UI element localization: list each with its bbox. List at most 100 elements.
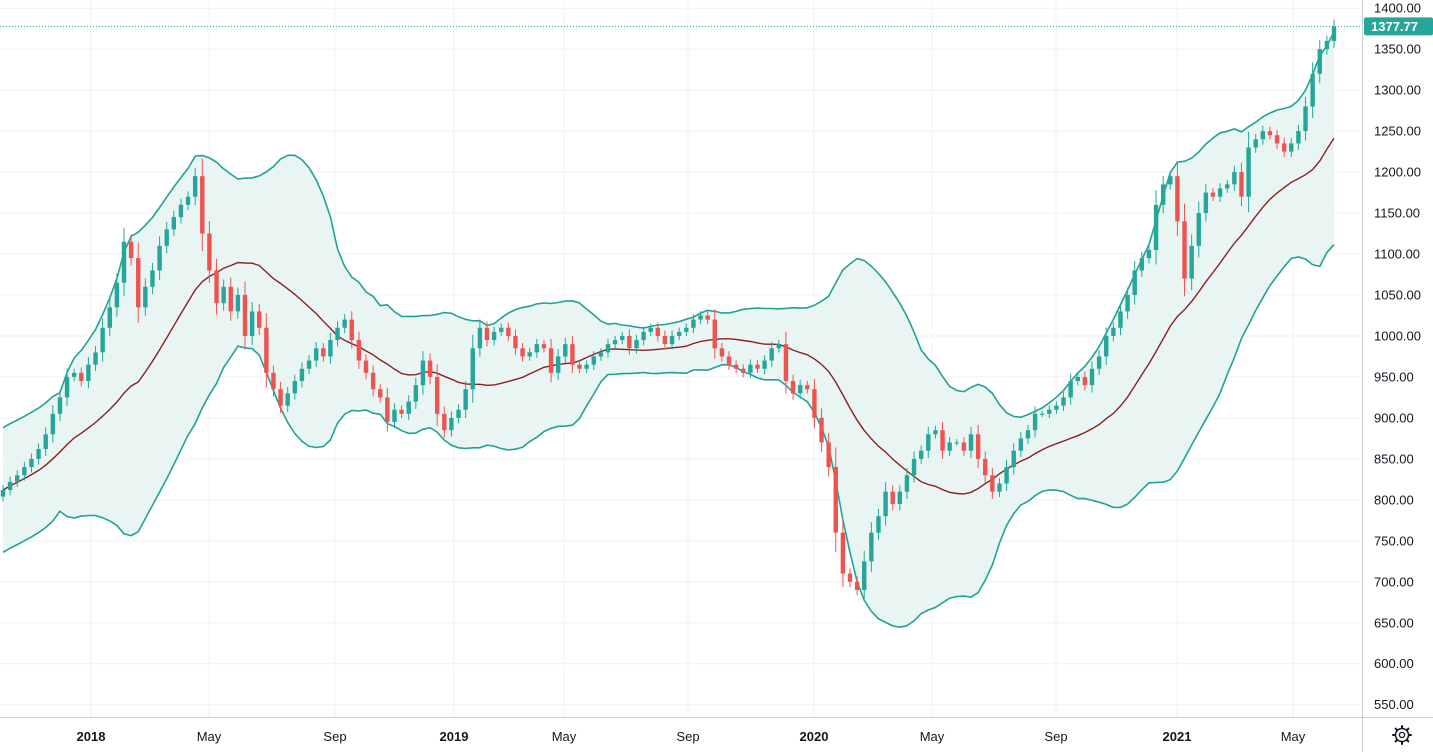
candle xyxy=(1296,124,1301,150)
candle xyxy=(1104,327,1109,365)
candle xyxy=(292,374,298,400)
time-tick-label: May xyxy=(1281,729,1306,744)
candle xyxy=(990,467,995,500)
candle-body xyxy=(805,385,810,390)
candle xyxy=(36,443,41,465)
candle-body xyxy=(242,294,248,336)
candle-body xyxy=(221,286,226,304)
candle-body xyxy=(15,475,20,482)
candle-body xyxy=(1139,258,1145,271)
candle xyxy=(235,287,241,319)
candle xyxy=(1267,126,1273,140)
candle xyxy=(926,426,931,459)
candle-body xyxy=(1210,192,1216,197)
candle-body xyxy=(726,356,732,365)
candle xyxy=(840,519,846,588)
candle xyxy=(1125,287,1130,319)
candle-body xyxy=(1203,192,1209,214)
candle xyxy=(591,351,596,370)
candle-body xyxy=(776,344,782,349)
candle xyxy=(783,331,789,394)
candle xyxy=(527,348,532,361)
candle xyxy=(1047,405,1052,419)
candle-body xyxy=(1004,467,1009,484)
candle xyxy=(107,298,112,337)
candle-body xyxy=(1260,131,1266,140)
price-tick-label: 700.00 xyxy=(1374,574,1414,589)
candle xyxy=(178,198,184,224)
candle-body xyxy=(591,356,596,365)
candle-body xyxy=(641,331,646,341)
last-price-marker: 1377.77 xyxy=(1364,17,1433,36)
candle-body xyxy=(1296,131,1301,144)
candle xyxy=(1011,443,1016,475)
candle xyxy=(968,426,974,459)
candle xyxy=(200,158,205,252)
candle-body xyxy=(513,335,518,349)
candle-body xyxy=(363,360,369,373)
candle-body xyxy=(741,368,746,373)
candle xyxy=(733,360,739,374)
candle-body xyxy=(1025,430,1031,439)
candle xyxy=(22,461,27,481)
time-tick-label: 2021 xyxy=(1163,729,1192,744)
candle-body xyxy=(847,573,853,582)
candle-body xyxy=(499,327,504,332)
candle xyxy=(378,383,383,403)
candle-body xyxy=(335,327,340,341)
candle xyxy=(356,331,362,369)
settings-gear-icon[interactable] xyxy=(1392,725,1412,745)
bollinger-upper-band xyxy=(2,31,1335,429)
candle-body xyxy=(1047,409,1052,414)
candle-body xyxy=(854,581,860,590)
candle xyxy=(918,445,924,465)
candle-body xyxy=(136,258,141,308)
candle xyxy=(335,321,340,347)
candle-body xyxy=(1160,184,1166,205)
candle-body xyxy=(883,491,888,517)
candle-body xyxy=(1303,106,1308,132)
candle-body xyxy=(143,286,148,308)
candle xyxy=(1210,188,1216,201)
candle-body xyxy=(29,458,34,468)
candle-body xyxy=(1246,147,1251,197)
candle xyxy=(648,323,653,337)
candle-body xyxy=(1175,176,1180,222)
price-axis[interactable]: 1400.00 1350.00 1300.00 1250.00 1200.00 1150.… xyxy=(1374,1,1421,713)
candle xyxy=(1153,190,1159,265)
candle xyxy=(93,346,98,371)
candle-body xyxy=(1196,213,1201,246)
candle-body xyxy=(1232,172,1237,185)
candle xyxy=(449,411,454,437)
candle-body xyxy=(755,364,760,369)
price-tick-label: 1200.00 xyxy=(1374,165,1421,180)
candle xyxy=(897,485,903,511)
candle-body xyxy=(349,319,354,341)
time-tick-label: Sep xyxy=(1044,729,1067,744)
candle xyxy=(249,301,255,346)
candle-body xyxy=(356,340,362,361)
candle xyxy=(691,314,696,334)
candle-body xyxy=(100,327,105,353)
candle xyxy=(242,281,248,350)
candle xyxy=(719,342,725,362)
candle xyxy=(1217,183,1223,202)
candle xyxy=(655,322,661,342)
candle-body xyxy=(378,389,383,398)
time-axis[interactable]: 2018 May Sep 2019 May Sep 2020 May Sep 2021 May xyxy=(77,729,1306,744)
candle-body xyxy=(299,368,305,382)
candle-body xyxy=(627,335,632,349)
candle xyxy=(975,424,981,469)
candle-body xyxy=(171,217,177,230)
candle xyxy=(491,326,497,346)
candle-body xyxy=(306,360,312,369)
candle-body xyxy=(463,389,468,410)
candle xyxy=(676,327,682,341)
candle xyxy=(1118,304,1123,336)
candle-body xyxy=(0,490,6,497)
candle xyxy=(1310,62,1315,118)
candle-body xyxy=(107,307,112,328)
candle-body xyxy=(1011,450,1016,468)
candle-body xyxy=(676,331,682,336)
candle xyxy=(520,342,525,362)
